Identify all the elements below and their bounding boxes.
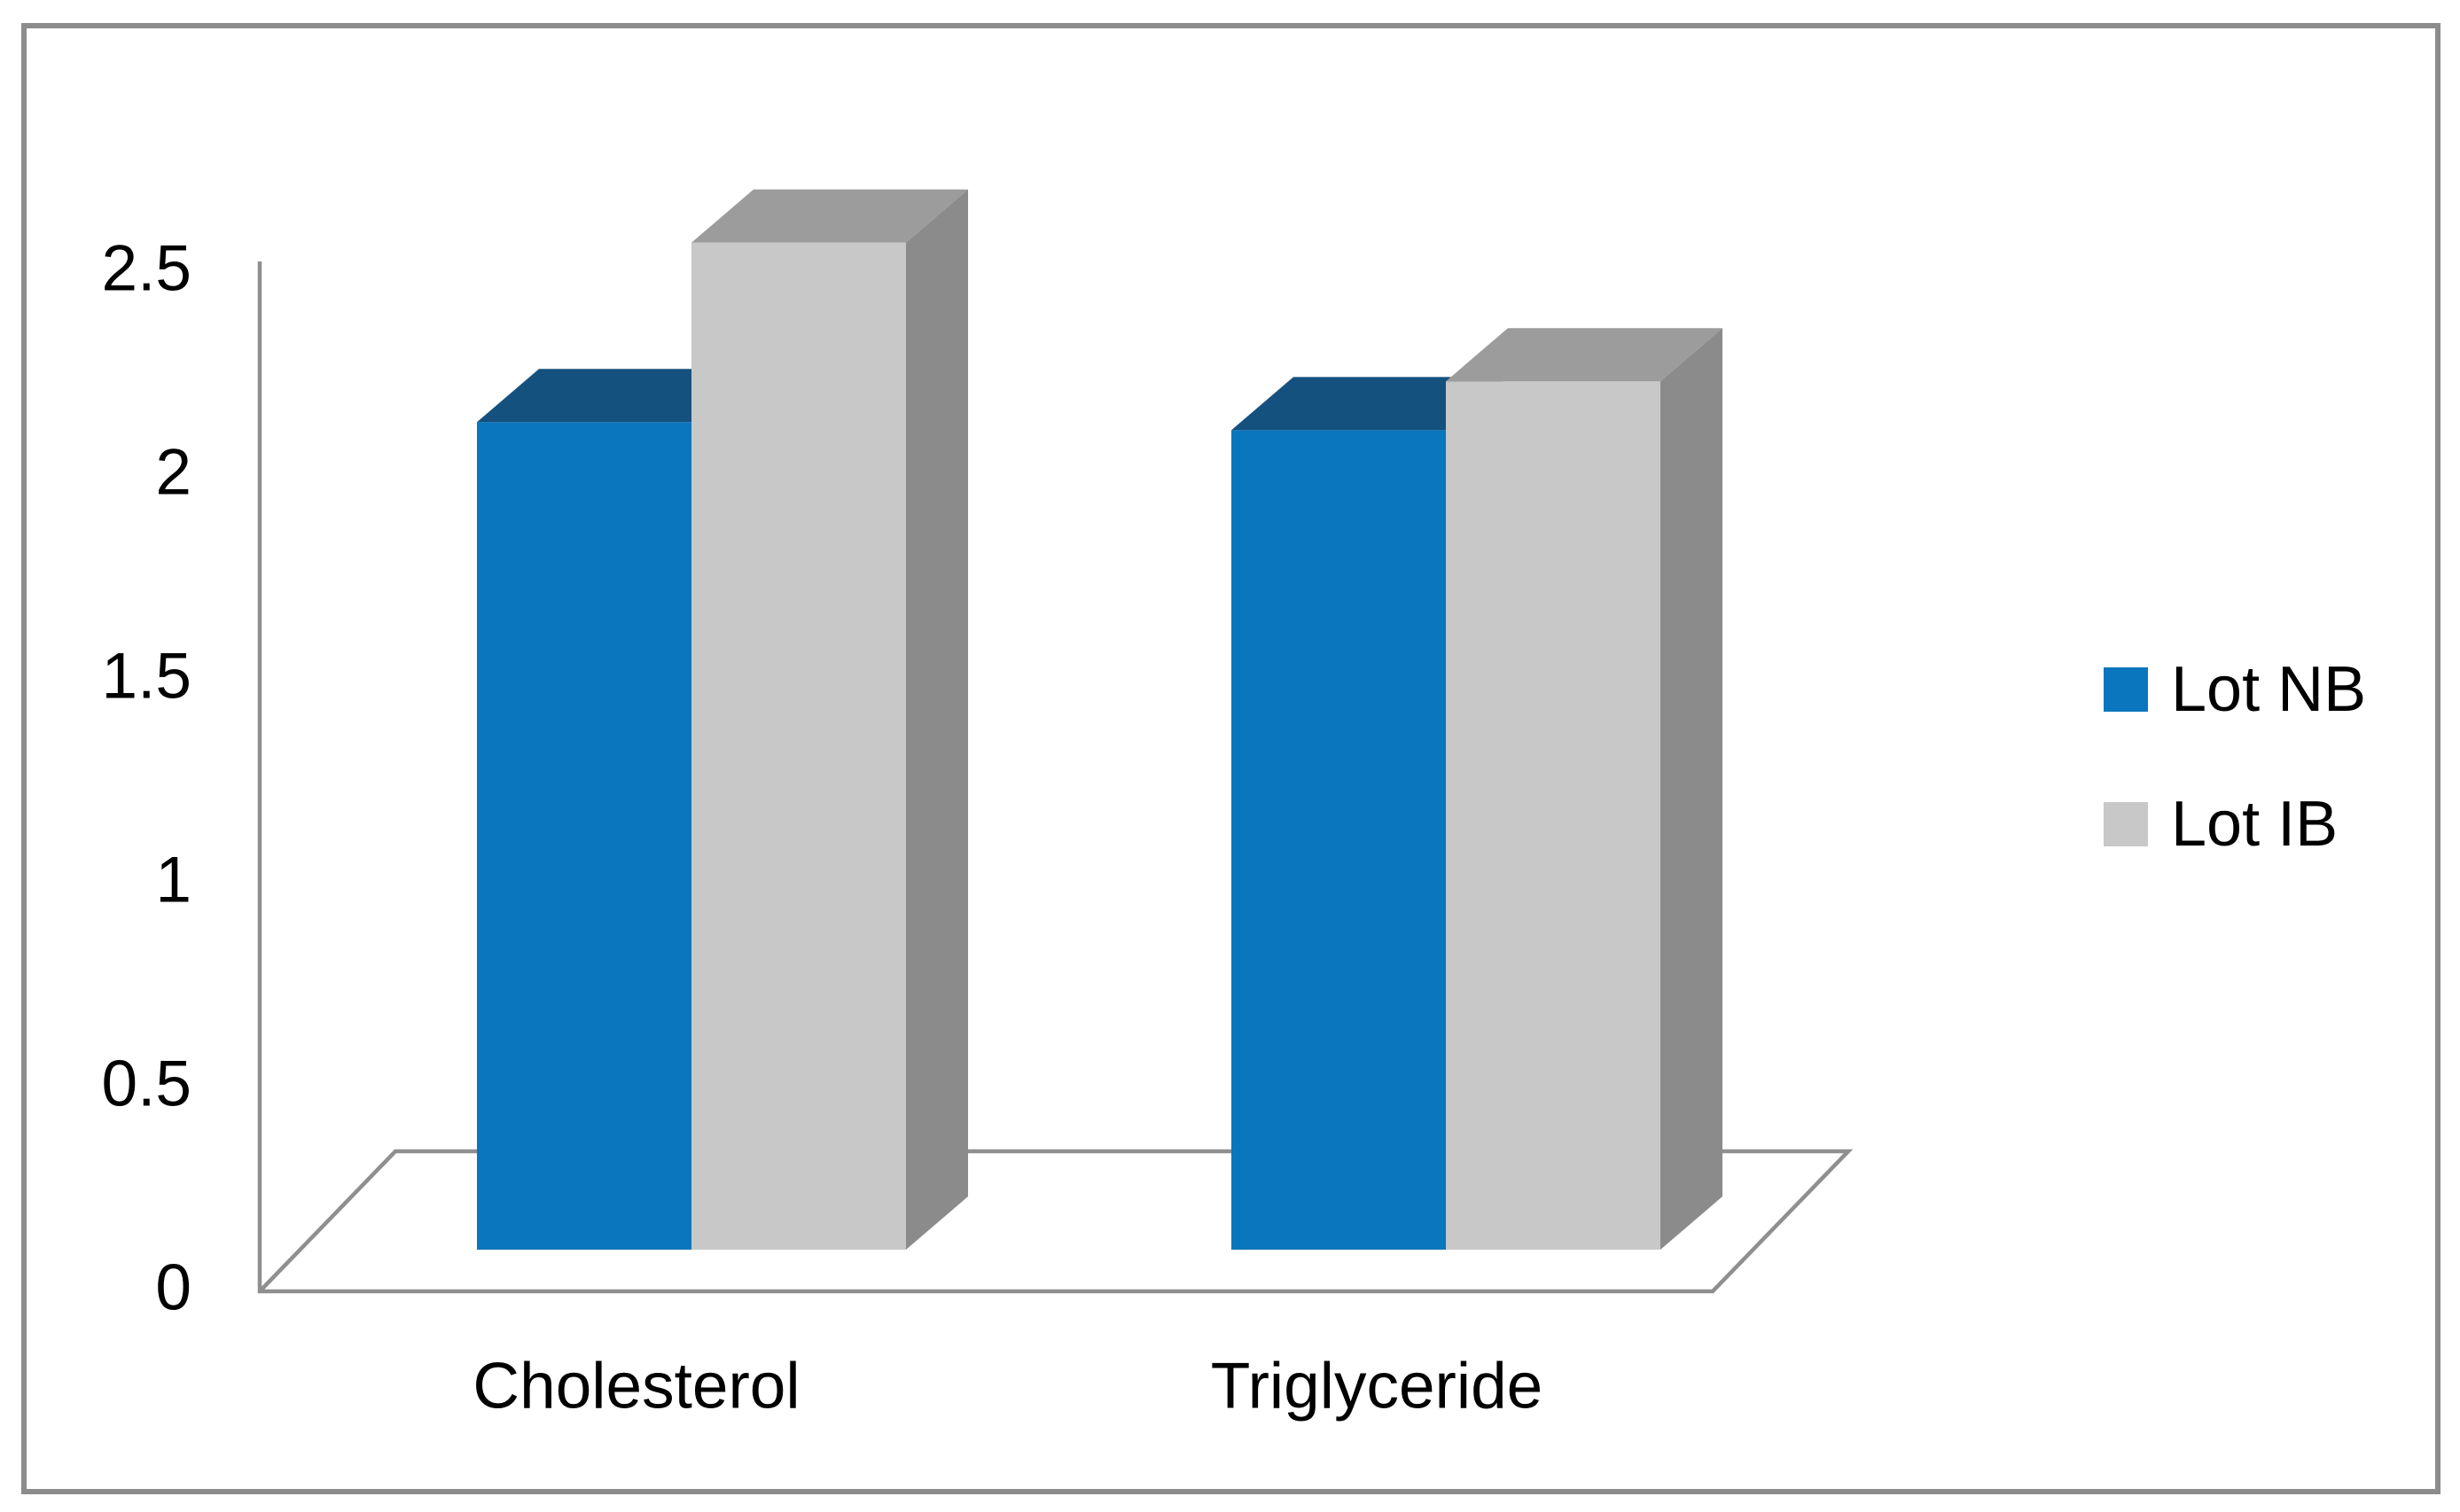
legend-label-lot-ib: Lot IB xyxy=(2171,789,2339,860)
y-axis-tick-label-2: 2 xyxy=(155,437,191,509)
bar-cholesterol-lot-ib-front xyxy=(691,242,906,1250)
y-axis-tick-label-1: 1 xyxy=(155,845,191,916)
y-axis-tick-label-2.5: 2.5 xyxy=(102,233,191,305)
legend-swatch-lot-ib xyxy=(2104,802,2148,846)
bar-cholesterol-lot-ib-top xyxy=(691,189,968,243)
bar-cholesterol-lot-nb-top xyxy=(477,369,754,423)
chart-frame-border xyxy=(21,23,2440,1494)
legend-swatch-lot-nb xyxy=(2104,667,2148,712)
legend-label-lot-nb: Lot NB xyxy=(2171,654,2367,725)
legend: Lot NB Lot IB xyxy=(2104,650,2366,864)
bar-triglyceride-lot-ib-side xyxy=(1660,328,1722,1251)
bar-cholesterol-lot-ib-side xyxy=(906,189,968,1250)
y-axis-tick-label-1.5: 1.5 xyxy=(102,641,191,713)
bar-triglyceride-lot-nb-front xyxy=(1231,430,1446,1250)
x-axis-category-label-cholesterol: Cholesterol xyxy=(472,1351,800,1422)
bar-cholesterol-lot-nb-front xyxy=(477,422,691,1250)
floor-and-value-axis xyxy=(257,261,1854,1294)
x-axis-category-label-triglyceride: Triglyceride xyxy=(1211,1351,1543,1422)
legend-item-lot-nb[interactable]: Lot NB xyxy=(2104,650,2366,729)
bar-triglyceride-lot-ib-front xyxy=(1446,381,1660,1250)
y-axis-tick-label-0: 0 xyxy=(155,1252,191,1324)
y-axis-tick-label-0.5: 0.5 xyxy=(102,1048,191,1120)
bar-triglyceride-lot-ib-top xyxy=(1446,328,1722,382)
legend-item-lot-ib[interactable]: Lot IB xyxy=(2104,784,2366,864)
bar-triglyceride-lot-nb-top xyxy=(1231,377,1508,431)
